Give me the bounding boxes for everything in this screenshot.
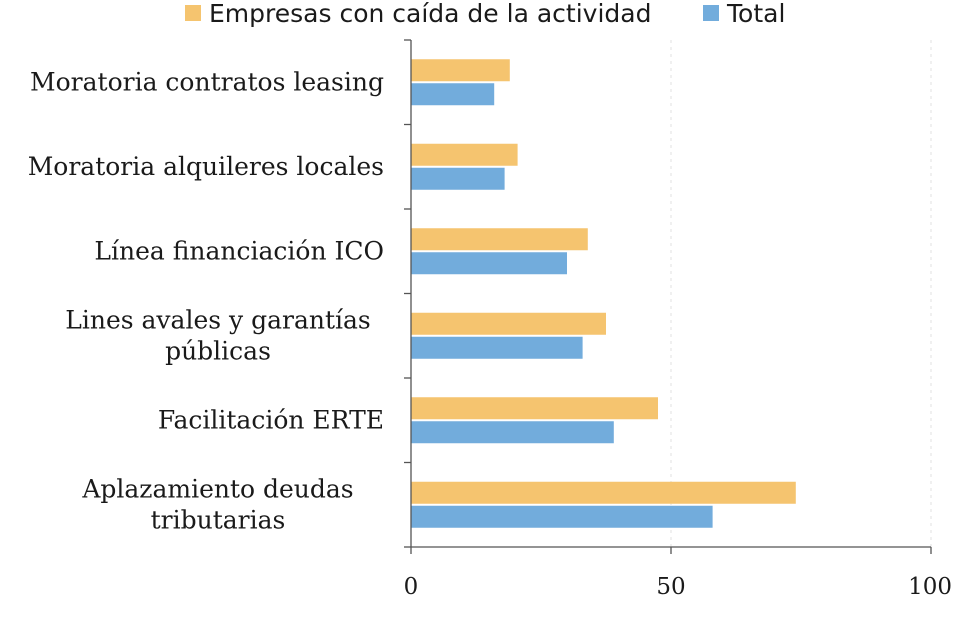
x-tick-label-2: 100	[908, 574, 952, 600]
bar-0-3	[411, 312, 606, 335]
bars	[411, 59, 796, 528]
x-tick-labels: 0 50 100	[404, 574, 952, 600]
legend-label-1: Total	[726, 0, 785, 28]
bar-1-1	[411, 167, 505, 190]
bar-1-5	[411, 505, 713, 528]
bar-1-0	[411, 83, 495, 106]
category-label-2: Línea financiación ICO	[94, 236, 384, 265]
bar-1-2	[411, 252, 567, 275]
category-label-0: Moratoria contratos leasing	[30, 67, 384, 96]
x-tick-label-1: 50	[656, 574, 685, 600]
category-label-5: Aplazamiento deudas tributarias	[81, 474, 353, 534]
category-label-4: Facilitación ERTE	[158, 405, 384, 434]
category-label-3: Lines avales y garantías públicas	[65, 305, 370, 365]
legend-swatch-1	[703, 5, 719, 21]
bar-0-4	[411, 397, 658, 420]
legend-label-0: Empresas con caída de la actividad	[209, 0, 651, 28]
x-tick-label-0: 0	[404, 574, 419, 600]
category-labels: Moratoria contratos leasing Moratoria alq…	[28, 67, 384, 534]
bar-0-5	[411, 481, 796, 504]
bar-0-1	[411, 143, 518, 166]
axes	[404, 39, 932, 554]
bar-1-4	[411, 421, 614, 444]
legend: Empresas con caída de la actividad Total	[185, 0, 785, 28]
bar-1-3	[411, 336, 583, 359]
legend-swatch-0	[185, 5, 201, 21]
gridlines	[670, 40, 932, 547]
bar-0-0	[411, 59, 510, 82]
bar-0-2	[411, 228, 588, 251]
category-label-1: Moratoria alquileres locales	[28, 152, 384, 181]
